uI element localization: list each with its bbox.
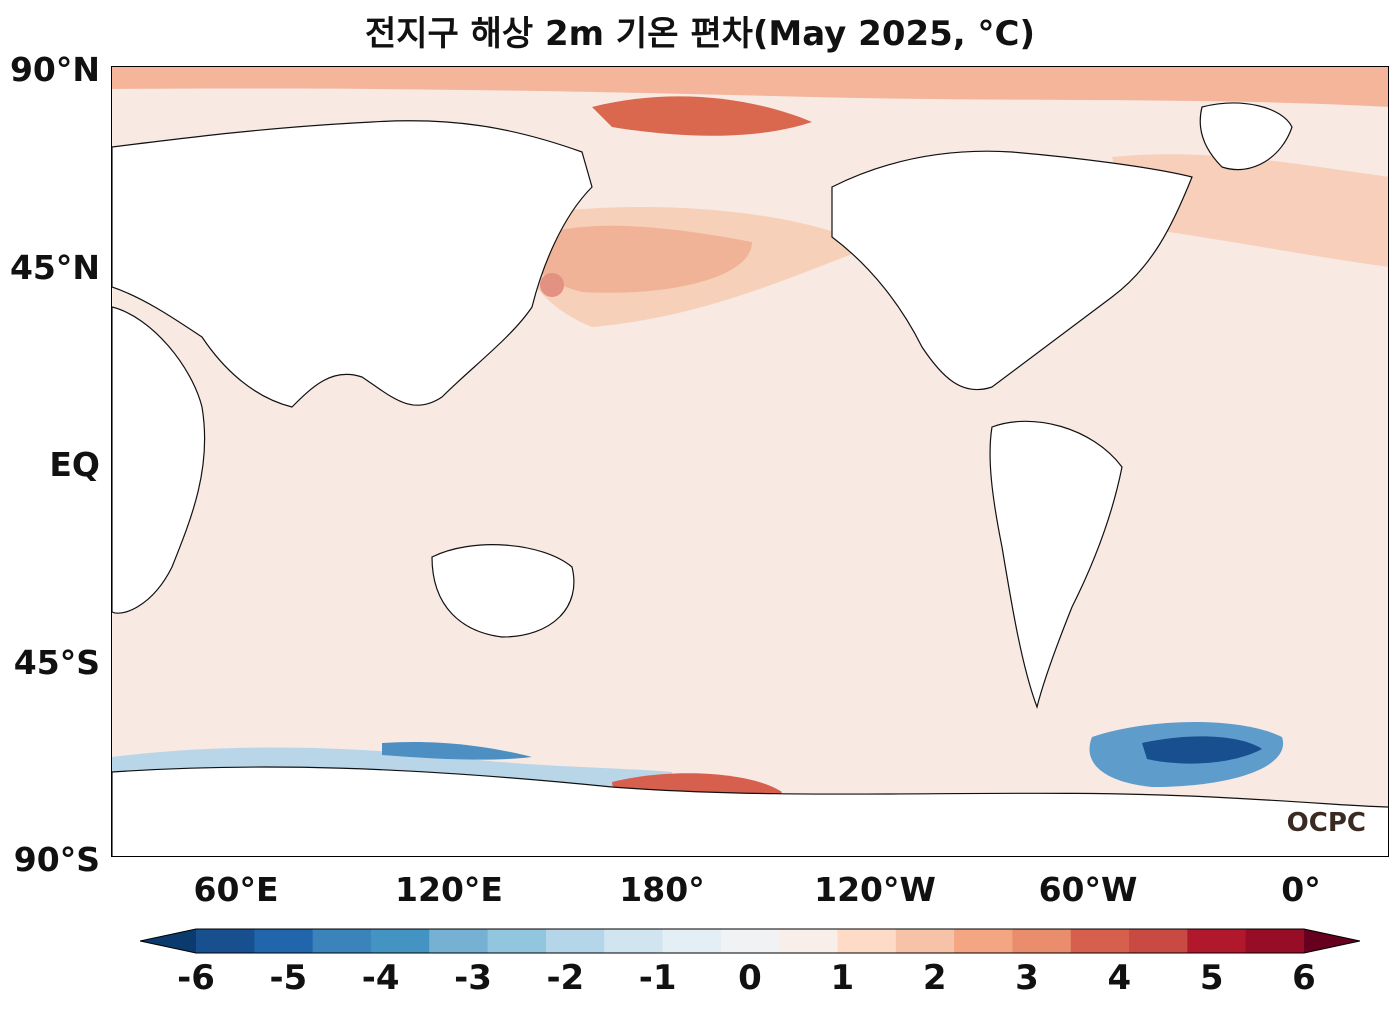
lat-label-eq: EQ — [49, 445, 100, 484]
antarctica-land — [112, 766, 1388, 856]
lat-label-90n: 90°N — [9, 50, 100, 89]
lat-label-45s: 45°S — [13, 643, 100, 682]
africa-land — [112, 306, 206, 614]
eurasia-land — [112, 120, 593, 408]
colorbar-segment — [720, 929, 780, 953]
colorbar-segment — [837, 929, 897, 953]
colorbar-segment — [1012, 929, 1072, 953]
colorbar-tick-label: -4 — [361, 958, 400, 998]
colorbar-tick-label: 2 — [922, 958, 947, 998]
north-america-land — [831, 150, 1193, 391]
colorbar-segment — [1245, 929, 1305, 953]
colorbar-segment — [604, 929, 664, 953]
colorbar-tick-label: 3 — [1015, 958, 1039, 998]
greenland-land — [1199, 102, 1293, 171]
lon-label-60e: 60°E — [193, 870, 279, 909]
anomaly-map — [112, 67, 1388, 856]
arctic-warm-band — [112, 67, 1388, 107]
colorbar-segment — [370, 929, 430, 953]
arctic-hotspot — [592, 96, 812, 136]
colorbar-tick-label: -5 — [269, 958, 308, 998]
colorbar-tick-label: 6 — [1292, 958, 1316, 998]
colorbar-segment — [1187, 929, 1247, 953]
colorbar-segment — [254, 929, 314, 953]
australia-land — [431, 544, 575, 638]
colorbar-tick-label: 4 — [1107, 958, 1132, 998]
colorbar — [140, 928, 1360, 954]
colorbar-segment — [895, 929, 955, 953]
lon-label-120w: 120°W — [814, 870, 936, 909]
lat-label-90s: 90°S — [13, 840, 100, 879]
south-america-land — [989, 420, 1123, 710]
colorbar-outline — [140, 928, 1360, 954]
colorbar-tick-label: 1 — [830, 958, 855, 998]
colorbar-tick-label: -2 — [546, 958, 585, 998]
colorbar-segment — [662, 929, 722, 953]
lon-label-0: 0° — [1281, 870, 1321, 909]
colorbar-tick-label: 5 — [1199, 958, 1224, 998]
ocpc-logo: OCPC — [1286, 808, 1366, 838]
colorbar-segment — [779, 929, 838, 953]
colorbar-tick-label: -6 — [177, 958, 215, 998]
colorbar-segment — [954, 929, 1013, 953]
colorbar-tick-label: -3 — [454, 958, 492, 998]
colorbar-tick-label: 0 — [738, 958, 762, 998]
lon-label-60w: 60°W — [1038, 870, 1138, 909]
colorbar-segment — [196, 929, 255, 953]
colorbar-extend-high — [1304, 929, 1360, 953]
colorbar-segment — [312, 929, 372, 953]
colorbar-tick-label: -1 — [638, 958, 677, 998]
map-title: 전지구 해상 2m 기온 편차(May 2025, °C) — [364, 14, 1036, 54]
lat-label-45n: 45°N — [9, 248, 100, 287]
colorbar-segment — [1129, 929, 1188, 953]
map-frame: OCPC — [111, 66, 1389, 857]
lon-label-120e: 120°E — [395, 870, 503, 909]
colorbar-extend-low — [140, 929, 196, 953]
lon-label-180: 180° — [619, 870, 705, 909]
colorbar-segment — [487, 929, 547, 953]
colorbar-segment — [429, 929, 489, 953]
colorbar-segment — [545, 929, 605, 953]
colorbar-segment — [1070, 929, 1130, 953]
